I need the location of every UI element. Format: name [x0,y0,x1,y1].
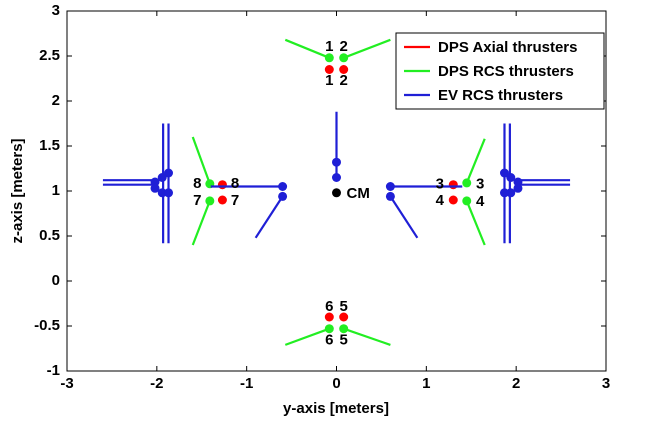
annotation: 2 [340,38,348,55]
annotation: 4 [476,193,485,210]
x-tick-label: 0 [332,375,340,392]
legend-box [395,32,605,110]
annotation: 6 [325,331,333,348]
annotation: 2 [340,72,348,89]
thruster-line [284,38,330,59]
thruster-marker [157,188,167,198]
annotation: 7 [231,192,239,209]
thruster-marker [332,173,341,182]
thruster-line [343,327,391,346]
annotation: 8 [193,175,201,192]
thruster-marker [324,53,334,63]
annotation: 5 [340,331,348,348]
y-tick-label: 0 [52,272,60,289]
thruster-line [284,327,330,346]
thruster-marker [332,157,341,167]
thruster-marker [448,180,458,190]
cm-marker [332,188,341,198]
thruster-line [191,136,211,185]
x-tick-label: -2 [150,375,163,392]
thruster-marker [324,312,334,322]
thruster-marker [157,173,167,182]
thruster-marker [205,196,215,206]
thruster-marker [324,65,334,74]
thruster-marker [339,312,349,322]
y-tick-label: 2 [52,92,60,109]
thruster-line [465,138,486,184]
y-tick-label: -1 [47,362,60,379]
y-tick-label: -0.5 [34,317,60,334]
annotation: 6 [325,298,333,315]
legend-label: EV RCS thrusters [438,87,563,104]
x-tick-label: 3 [602,375,610,392]
thruster-line [254,195,284,239]
thruster-marker [150,177,160,187]
thruster-marker [506,173,516,182]
y-tick-label: 3 [52,2,60,19]
thruster-marker [462,178,472,188]
thruster-marker [339,53,349,63]
legend-label: DPS Axial thrusters [438,39,578,56]
thruster-marker [150,183,160,193]
annotation: 8 [231,175,239,192]
y-tick-label: 2.5 [39,47,60,64]
thruster-marker [385,191,395,201]
thruster-marker [499,168,509,178]
annotation: 5 [340,298,348,315]
thruster-marker [217,195,227,205]
thruster-marker [385,182,395,191]
thruster-line [191,200,211,246]
x-tick-label: -3 [60,375,73,392]
y-tick-label: 1 [52,182,60,199]
annotation: 1 [325,38,333,55]
thruster-line [389,195,419,239]
cm-label: CM [347,185,370,202]
annotation: 3 [436,176,444,193]
thruster-marker [339,324,349,334]
thruster-marker [217,180,227,190]
legend-label: DPS RCS thrusters [438,63,574,80]
thruster-marker [506,188,516,198]
thruster-marker [499,188,509,198]
x-tick-label: 1 [422,375,430,392]
thruster-marker [513,183,523,193]
thruster-marker [339,65,349,74]
y-tick-label: 1.5 [39,137,60,154]
y-tick-label: 0.5 [39,227,60,244]
thruster-marker [324,324,334,334]
annotation: 4 [436,192,445,209]
thruster-marker [462,196,472,206]
thruster-line [465,200,486,246]
thruster-marker [513,177,523,187]
thruster-marker [278,191,288,201]
thruster-marker [278,182,288,191]
thruster-line [343,38,391,59]
y-axis-title: z-axis [meters] [9,138,26,243]
annotation: 7 [193,192,201,209]
thruster-marker [448,195,458,205]
thruster-marker [164,168,174,178]
thruster-marker [164,188,174,198]
x-tick-label: -1 [240,375,253,392]
annotation: 1 [325,72,333,89]
annotation: 3 [476,176,484,193]
x-axis-title: y-axis [meters] [283,400,389,417]
x-tick-label: 2 [512,375,520,392]
